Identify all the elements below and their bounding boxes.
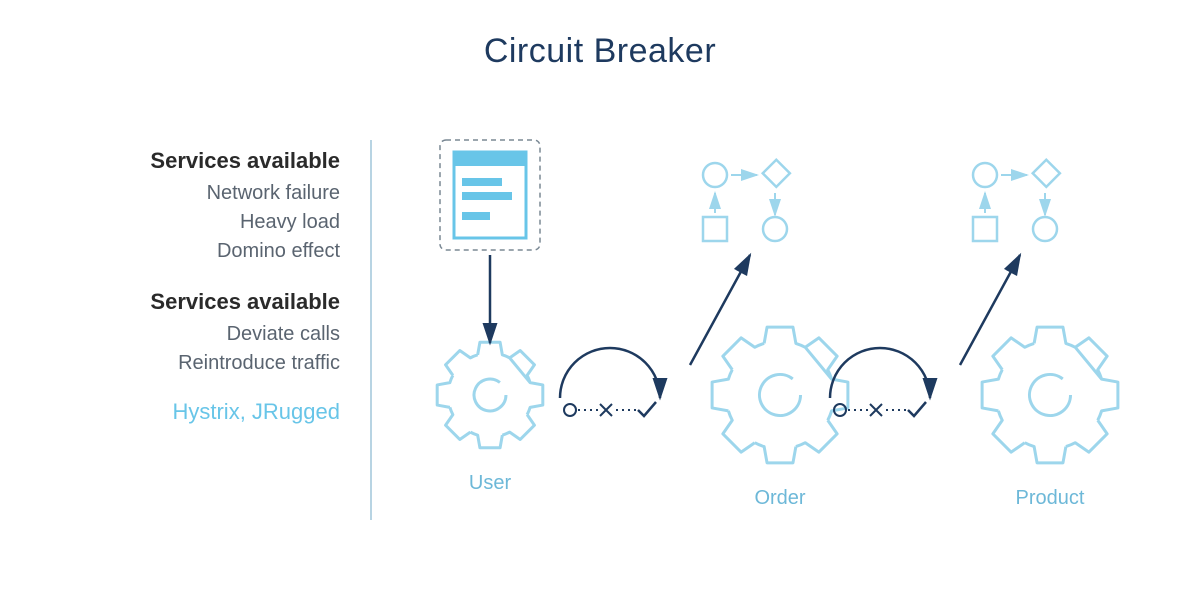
flow-node-circle [973, 163, 997, 187]
tools-text: Hystrix, JRugged [40, 399, 340, 425]
section-item: Network failure [40, 182, 340, 205]
breaker-arc [560, 348, 660, 398]
sidebar: Services available Network failure Heavy… [40, 140, 340, 425]
breaker-x-icon [870, 404, 882, 416]
gear-label: Product [1016, 487, 1085, 509]
flow-node-circle [763, 217, 787, 241]
flow-node-diamond [763, 160, 790, 187]
section-head-2: Services available [40, 289, 340, 315]
arrow-up-0 [690, 255, 750, 365]
breaker-check-icon [638, 402, 656, 416]
gear-icon [712, 327, 848, 463]
gear-icon [982, 327, 1118, 463]
flow-node-square [703, 217, 727, 241]
breaker-check-icon [908, 402, 926, 416]
gear-icon [437, 342, 543, 448]
flow-node-circle [1033, 217, 1057, 241]
arrow-up-1 [960, 255, 1020, 365]
gear-label: User [469, 472, 512, 494]
flow-node-diamond [1033, 160, 1060, 187]
diagram-area: User Order Product [400, 135, 1180, 555]
section-item: Heavy load [40, 211, 340, 234]
section-item: Reintroduce traffic [40, 352, 340, 375]
flow-node-square [973, 217, 997, 241]
section-item: Domino effect [40, 240, 340, 263]
breaker-open-circle [564, 404, 576, 416]
page-title: Circuit Breaker [0, 32, 1200, 71]
flow-node-circle [703, 163, 727, 187]
breaker-x-icon [600, 404, 612, 416]
section-item: Deviate calls [40, 323, 340, 346]
vertical-divider [370, 140, 372, 520]
diagram-svg: User Order Product [400, 135, 1180, 555]
breaker-arc [830, 348, 930, 398]
gear-label: Order [754, 487, 805, 509]
section-head-1: Services available [40, 148, 340, 174]
